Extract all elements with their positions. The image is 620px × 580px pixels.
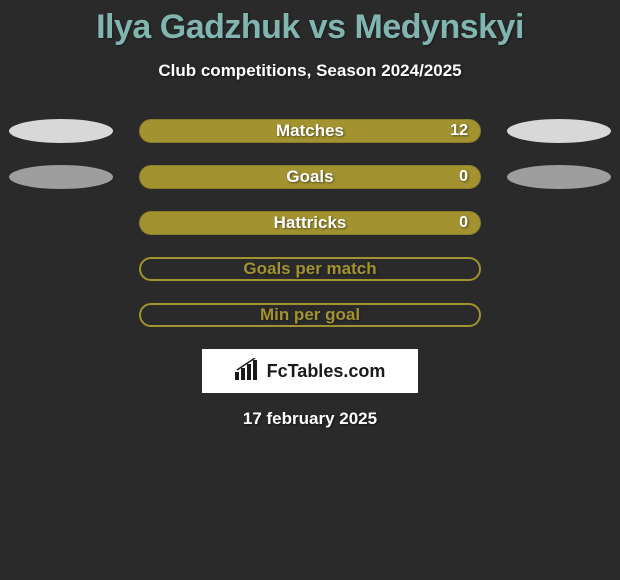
stat-row: Matches 12 — [0, 119, 620, 143]
stat-label: Matches — [276, 121, 344, 141]
left-ellipse — [9, 165, 113, 189]
right-ellipse — [507, 119, 611, 143]
stat-bar: Hattricks 0 — [139, 211, 481, 235]
stat-label: Min per goal — [260, 305, 360, 325]
stat-value: 0 — [459, 214, 468, 232]
comparison-infographic: Ilya Gadzhuk vs Medynskyi Club competiti… — [0, 0, 620, 429]
chart-icon — [235, 358, 261, 385]
right-ellipse — [507, 165, 611, 189]
stat-bar: Goals 0 — [139, 165, 481, 189]
stat-label: Hattricks — [274, 213, 347, 233]
subtitle: Club competitions, Season 2024/2025 — [0, 61, 620, 81]
date-label: 17 february 2025 — [0, 409, 620, 429]
stat-row: Hattricks 0 — [0, 211, 620, 235]
left-ellipse — [9, 119, 113, 143]
stat-label: Goals — [286, 167, 333, 187]
stat-row: Goals per match — [0, 257, 620, 281]
logo-text: FcTables.com — [267, 361, 386, 382]
stat-value: 0 — [459, 168, 468, 186]
stat-row: Min per goal — [0, 303, 620, 327]
stat-row: Goals 0 — [0, 165, 620, 189]
page-title: Ilya Gadzhuk vs Medynskyi — [0, 8, 620, 47]
logo-box: FcTables.com — [202, 349, 418, 393]
stat-bar: Matches 12 — [139, 119, 481, 143]
stat-bar: Min per goal — [139, 303, 481, 327]
stat-rows: Matches 12 Goals 0 Hattricks 0 Goals per match… — [0, 119, 620, 327]
stat-bar: Goals per match — [139, 257, 481, 281]
stat-label: Goals per match — [243, 259, 376, 279]
stat-value: 12 — [450, 122, 468, 140]
